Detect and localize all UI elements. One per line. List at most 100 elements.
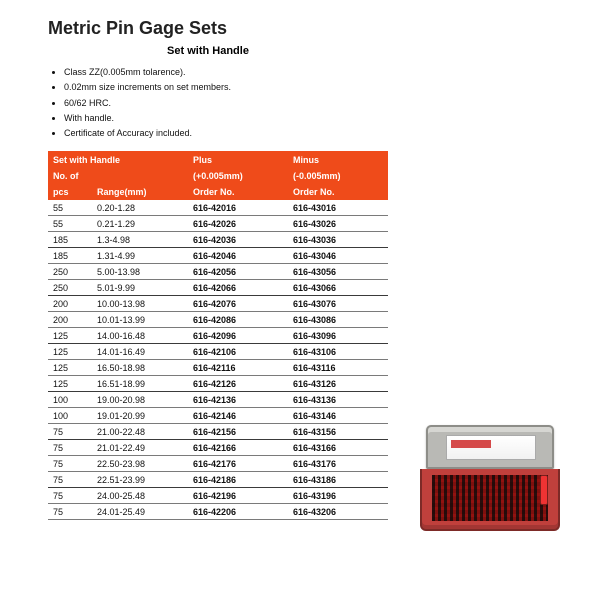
cell: 616-42206 [188, 504, 288, 520]
cell: 616-42076 [188, 296, 288, 312]
th-orderno-plus: Order No. [188, 184, 288, 200]
cell: 616-43116 [288, 360, 388, 376]
cell: 1.3-4.98 [92, 232, 188, 248]
cell: 125 [48, 376, 92, 392]
cell: 616-43196 [288, 488, 388, 504]
cell: 250 [48, 280, 92, 296]
subtitle: Set with Handle [48, 45, 368, 57]
cell: 616-43086 [288, 312, 388, 328]
cell: 75 [48, 456, 92, 472]
table-row: 550.21-1.29616-42026616-43026 [48, 216, 388, 232]
table-row: 7522.50-23.98616-42176616-43176 [48, 456, 388, 472]
table-row: 2505.00-13.98616-42056616-43056 [48, 264, 388, 280]
cell: 616-42116 [188, 360, 288, 376]
cell: 14.01-16.49 [92, 344, 188, 360]
th-plus: Plus [188, 151, 288, 168]
cell: 616-42186 [188, 472, 288, 488]
table-row: 7522.51-23.99616-42186616-43186 [48, 472, 388, 488]
table-row: 12514.01-16.49616-42106616-43106 [48, 344, 388, 360]
cell: 616-43176 [288, 456, 388, 472]
cell: 185 [48, 232, 92, 248]
table-row: 10019.01-20.99616-42146616-43146 [48, 408, 388, 424]
cell: 616-42046 [188, 248, 288, 264]
cell: 5.00-13.98 [92, 264, 188, 280]
cell: 616-42156 [188, 424, 288, 440]
table-row: 12516.51-18.99616-42126616-43126 [48, 376, 388, 392]
case-base [420, 469, 560, 531]
cell: 616-43146 [288, 408, 388, 424]
th-plus2: (+0.005mm) [188, 168, 288, 184]
th-noof: No. of [48, 168, 188, 184]
cell: 616-42016 [188, 200, 288, 216]
cell: 100 [48, 392, 92, 408]
cell: 55 [48, 200, 92, 216]
cell: 616-42096 [188, 328, 288, 344]
cell: 10.01-13.99 [92, 312, 188, 328]
cell: 185 [48, 248, 92, 264]
cell: 616-43016 [288, 200, 388, 216]
pin-handle [540, 475, 548, 505]
cell: 55 [48, 216, 92, 232]
th-range: Range(mm) [92, 184, 188, 200]
table-row: 7521.00-22.48616-42156616-43156 [48, 424, 388, 440]
cell: 616-43166 [288, 440, 388, 456]
table-row: 1851.31-4.99616-42046616-43046 [48, 248, 388, 264]
cell: 22.51-23.99 [92, 472, 188, 488]
case-label [446, 435, 536, 460]
cell: 616-43026 [288, 216, 388, 232]
cell: 616-42026 [188, 216, 288, 232]
table-row: 7524.01-25.49616-42206616-43206 [48, 504, 388, 520]
table-row: 20010.01-13.99616-42086616-43086 [48, 312, 388, 328]
pin-array [432, 475, 548, 521]
cell: 0.21-1.29 [92, 216, 188, 232]
cell: 24.00-25.48 [92, 488, 188, 504]
table-row: 12516.50-18.98616-42116616-43116 [48, 360, 388, 376]
cell: 616-42176 [188, 456, 288, 472]
spec-bullets: Class ZZ(0.005mm tolarence).0.02mm size … [64, 65, 552, 141]
cell: 14.00-16.48 [92, 328, 188, 344]
product-image [420, 425, 560, 535]
spec-bullet: Class ZZ(0.005mm tolarence). [64, 65, 552, 80]
spec-bullet: 60/62 HRC. [64, 96, 552, 111]
cell: 21.00-22.48 [92, 424, 188, 440]
cell: 75 [48, 504, 92, 520]
cell: 75 [48, 472, 92, 488]
cell: 16.50-18.98 [92, 360, 188, 376]
cell: 75 [48, 488, 92, 504]
table-row: 1851.3-4.98616-42036616-43036 [48, 232, 388, 248]
spec-bullet: 0.02mm size increments on set members. [64, 80, 552, 95]
cell: 616-42086 [188, 312, 288, 328]
cell: 19.00-20.98 [92, 392, 188, 408]
th-orderno-minus: Order No. [288, 184, 388, 200]
cell: 616-43206 [288, 504, 388, 520]
cell: 5.01-9.99 [92, 280, 188, 296]
cell: 616-43076 [288, 296, 388, 312]
cell: 616-42136 [188, 392, 288, 408]
cell: 616-43136 [288, 392, 388, 408]
cell: 616-42056 [188, 264, 288, 280]
table-row: 7524.00-25.48616-42196616-43196 [48, 488, 388, 504]
cell: 616-43186 [288, 472, 388, 488]
cell: 616-43056 [288, 264, 388, 280]
cell: 616-43126 [288, 376, 388, 392]
cell: 1.31-4.99 [92, 248, 188, 264]
cell: 616-43066 [288, 280, 388, 296]
table-row: 12514.00-16.48616-42096616-43096 [48, 328, 388, 344]
table-row: 10019.00-20.98616-42136616-43136 [48, 392, 388, 408]
table-row: 7521.01-22.49616-42166616-43166 [48, 440, 388, 456]
cell: 616-42126 [188, 376, 288, 392]
cell: 616-42196 [188, 488, 288, 504]
cell: 616-42166 [188, 440, 288, 456]
spec-bullet: Certificate of Accuracy included. [64, 126, 552, 141]
cell: 22.50-23.98 [92, 456, 188, 472]
cell: 616-42066 [188, 280, 288, 296]
cell: 616-43036 [288, 232, 388, 248]
th-minus: Minus [288, 151, 388, 168]
table-row: 550.20-1.28616-42016616-43016 [48, 200, 388, 216]
cell: 616-43156 [288, 424, 388, 440]
cell: 125 [48, 328, 92, 344]
cell: 10.00-13.98 [92, 296, 188, 312]
cell: 250 [48, 264, 92, 280]
cell: 125 [48, 344, 92, 360]
cell: 21.01-22.49 [92, 440, 188, 456]
